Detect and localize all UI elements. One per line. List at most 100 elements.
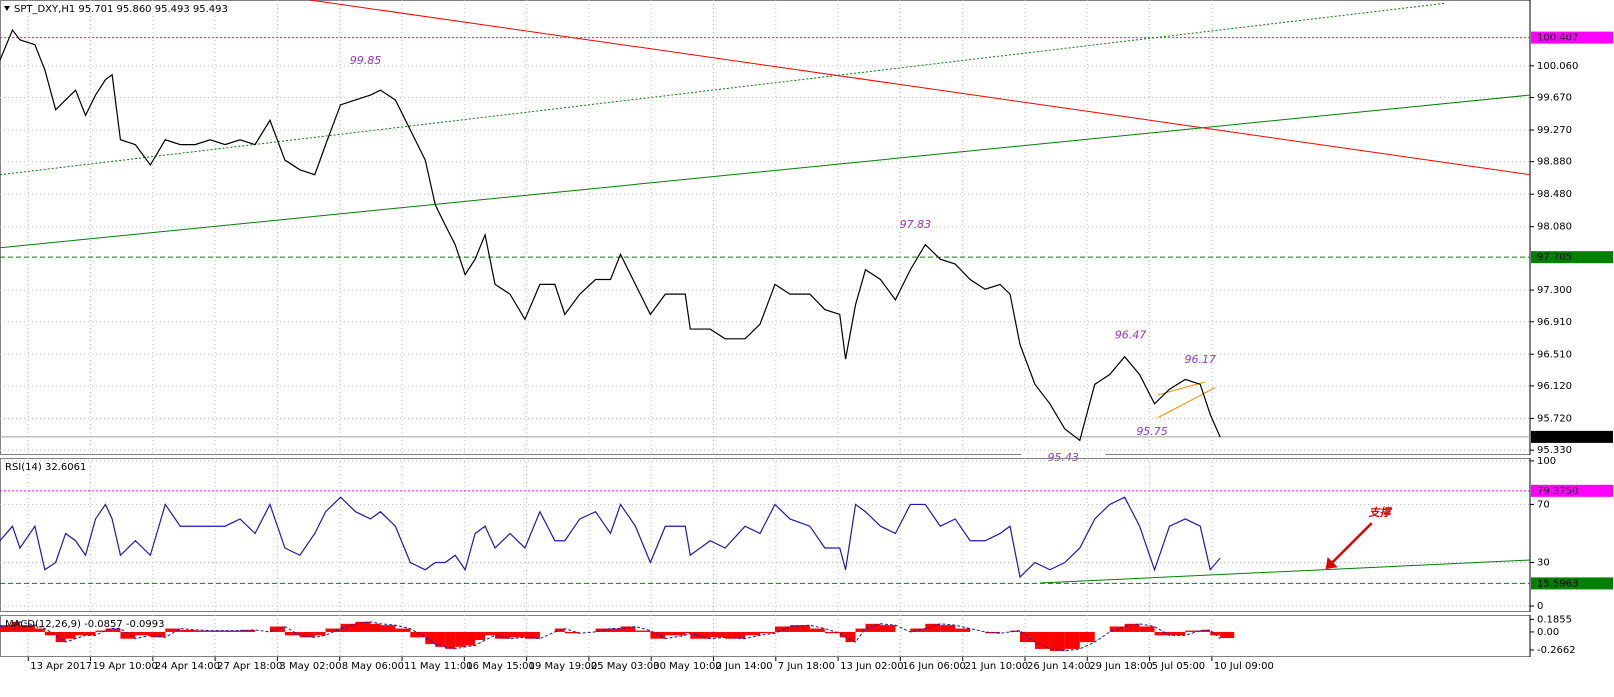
macd-bar (340, 623, 356, 632)
level-label: 100.407 (1537, 33, 1578, 44)
macd-bar (1139, 626, 1155, 632)
x-tick-label: 11 May 11:00 (404, 661, 473, 672)
x-tick-label: 25 May 03:00 (591, 661, 660, 672)
y-tick-label: 100.060 (1537, 61, 1578, 72)
macd-bar (19, 625, 35, 632)
macd-bar (665, 631, 686, 636)
series-line (0, 28, 1221, 442)
macd-bar (195, 630, 211, 632)
macd-bar (105, 628, 113, 632)
annotation: 96.47 (1115, 329, 1147, 342)
macd-bar (925, 623, 941, 632)
level-box (1531, 430, 1613, 443)
y-tick-label: 100 (1537, 456, 1556, 467)
annotation: 97.83 (900, 218, 932, 231)
macd-bar (880, 625, 896, 632)
macd-bar (485, 631, 496, 636)
macd-bar (85, 631, 96, 636)
macd-bar (824, 631, 840, 634)
macd-bar (564, 631, 580, 634)
macd-bar (610, 628, 621, 632)
macd-bar (44, 631, 56, 636)
macd-bar (455, 631, 466, 647)
macd-bar (910, 628, 926, 632)
macd-bar (1079, 631, 1095, 643)
macd-bar (1034, 631, 1050, 649)
macd-bar (745, 631, 761, 636)
macd-bar (465, 631, 476, 646)
y-tick-label: 96.910 (1537, 317, 1572, 328)
annotation: 96.17 (1184, 353, 1216, 366)
x-tick-label: 7 Jun 18:00 (778, 661, 835, 672)
macd-bar (34, 628, 45, 632)
macd-bar (1010, 630, 1020, 632)
arrow-head (1325, 557, 1338, 570)
x-tick-label: 19 May 19:00 (529, 661, 598, 672)
y-tick-label: 99.670 (1537, 93, 1572, 104)
macd-bar (685, 631, 691, 634)
macd-bar (210, 630, 226, 632)
macd-bar (225, 630, 241, 632)
macd-bar (284, 631, 300, 636)
x-tick-label: 21 Jun 10:00 (965, 661, 1029, 672)
macd-bar (1049, 631, 1065, 651)
y-tick-label: 97.300 (1537, 285, 1572, 296)
macd-bar (865, 623, 881, 632)
signal-line (0, 621, 1221, 652)
x-tick-label: 30 May 10:00 (653, 661, 722, 672)
trend-line (0, 94, 1531, 249)
macd-bar (65, 631, 76, 639)
x-tick-label: 16 Jun 06:00 (902, 661, 966, 672)
trend-line (0, 2, 1446, 176)
macd-bar (165, 628, 181, 632)
y-tick-label: 95.720 (1537, 413, 1572, 424)
level-label: 95.493 (1537, 432, 1572, 443)
macd-bar (1020, 631, 1035, 643)
macd-bar (395, 628, 411, 632)
y-tick-label: 98.480 (1537, 189, 1572, 200)
macd-bar (725, 631, 746, 639)
macd-bar (180, 629, 196, 632)
level-box (1531, 31, 1613, 44)
panel: 100.060 99.670 99.270 98.880 98.480 98.080 97.… (0, 0, 1613, 464)
trend-line (1157, 387, 1216, 419)
macd-bar (940, 625, 956, 632)
macd-bar (112, 628, 121, 632)
macd-bar (760, 631, 775, 634)
macd-bar (120, 631, 136, 639)
macd-bar (789, 625, 810, 632)
x-tick-label: 3 May 02:00 (279, 661, 341, 672)
level-label: 97.705 (1537, 252, 1572, 263)
macd-bar (690, 631, 711, 639)
macd-bar (95, 630, 106, 632)
y-tick-label: 96.120 (1537, 381, 1572, 392)
panel: 100 70 30 0 79.3750 15.5963 支撑 RSI(14) 32.6061 (0, 456, 1613, 612)
y-tick-label: 0.00 (1537, 627, 1559, 638)
macd-bar (370, 623, 381, 632)
macd-bar (1210, 631, 1221, 636)
level-box (1531, 251, 1613, 264)
macd-bar (1200, 629, 1211, 632)
macd-bar (435, 631, 446, 647)
annotation: 99.85 (350, 54, 382, 67)
y-tick-label: 0.1855 (1537, 614, 1572, 625)
x-tick-label: 26 Jun 14:00 (1027, 661, 1091, 672)
macd-bar (845, 631, 856, 643)
y-tick-label: 70 (1537, 499, 1550, 510)
macd-bar (355, 621, 371, 632)
macd-bar (475, 631, 486, 641)
x-tick-label: 13 Apr 2017 (30, 661, 92, 672)
macd-bar (410, 631, 426, 638)
x-tick-label: 10 Jul 09:00 (1214, 661, 1274, 672)
y-tick-label: 99.270 (1537, 125, 1572, 136)
macd-bar (524, 631, 540, 639)
macd-bar (650, 631, 666, 639)
macd-bar (150, 631, 166, 638)
macd-bar (495, 631, 510, 639)
annotation: 支撑 (1368, 506, 1393, 519)
x-tick-label: 8 May 06:00 (342, 661, 404, 672)
x-tick-label: 2 Jun 14:00 (716, 661, 773, 672)
level-label: 15.5963 (1537, 578, 1578, 589)
